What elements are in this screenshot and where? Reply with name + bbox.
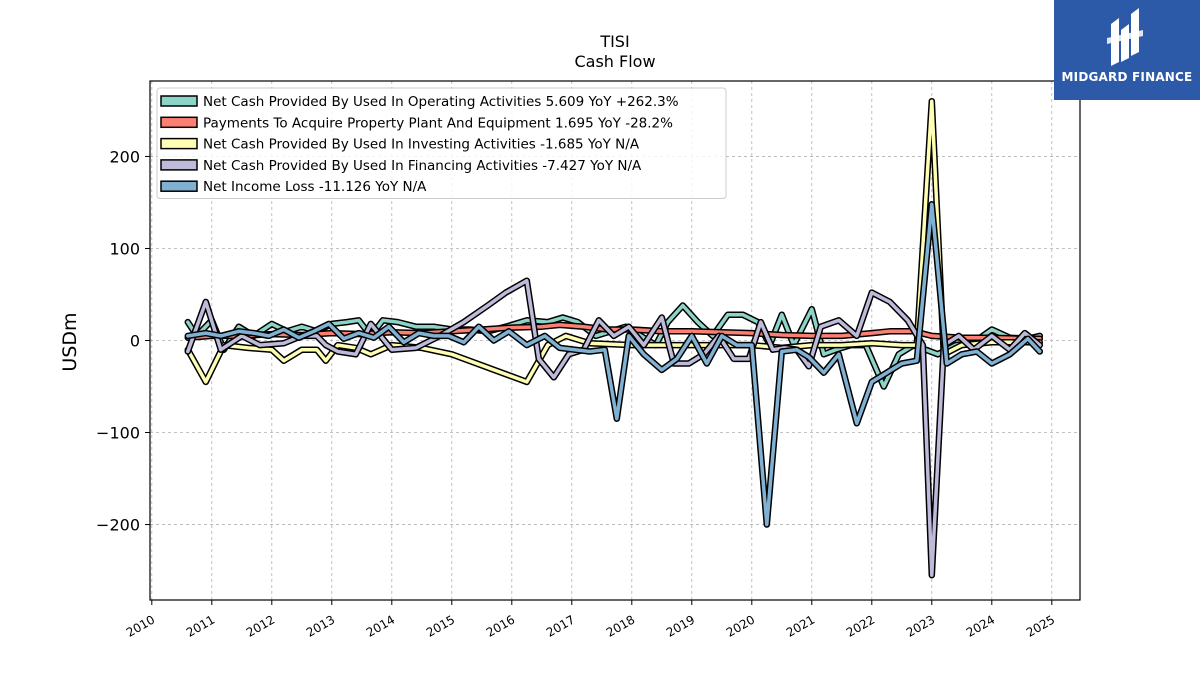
legend-swatch bbox=[160, 95, 198, 107]
legend-swatch bbox=[160, 159, 198, 171]
x-tick-label: 2023 bbox=[904, 612, 937, 639]
legend-label: Net Income Loss -11.126 YoY N/A bbox=[203, 179, 427, 195]
legend-item: Net Cash Provided By Used In Investing A… bbox=[160, 137, 640, 153]
midgard-logo-icon bbox=[1107, 8, 1143, 66]
legend-label: Payments To Acquire Property Plant And E… bbox=[203, 115, 673, 131]
legend-item: Net Income Loss -11.126 YoY N/A bbox=[160, 179, 427, 195]
x-tick-label: 2019 bbox=[664, 612, 697, 639]
series-4 bbox=[184, 201, 1044, 528]
axes: −200 −100 0 100 200 2010 2011 2012 2013 2014 2015 2… bbox=[96, 147, 1057, 639]
x-tick-label: 2021 bbox=[784, 612, 817, 639]
series-outline bbox=[184, 201, 1044, 528]
chart-title: TISI bbox=[599, 32, 629, 51]
x-tick-label: 2022 bbox=[844, 612, 877, 639]
legend-item: Payments To Acquire Property Plant And E… bbox=[160, 115, 673, 131]
legend-swatch bbox=[160, 180, 198, 192]
legend-label: Net Cash Provided By Used In Investing A… bbox=[203, 137, 640, 153]
y-tick-label: −100 bbox=[96, 424, 140, 443]
series-line bbox=[186, 202, 1042, 527]
y-tick-label: 200 bbox=[109, 147, 140, 166]
legend: Net Cash Provided By Used In Operating A… bbox=[156, 87, 727, 199]
x-tick-label: 2011 bbox=[184, 612, 217, 639]
x-tick-label: 2024 bbox=[964, 612, 997, 639]
brand-name: MIDGARD FINANCE bbox=[1061, 70, 1193, 84]
x-tick-label: 2012 bbox=[244, 612, 277, 639]
x-tick-label: 2014 bbox=[364, 612, 397, 639]
x-tick-label: 2018 bbox=[604, 612, 637, 639]
series-line bbox=[186, 278, 1042, 577]
y-axis-label: USDm bbox=[59, 312, 81, 371]
x-tick-label: 2010 bbox=[124, 612, 157, 639]
legend-swatch bbox=[160, 116, 198, 129]
legend-label: Net Cash Provided By Used In Financing A… bbox=[203, 158, 642, 174]
x-tick-label: 2013 bbox=[304, 612, 337, 639]
legend-item: Net Cash Provided By Used In Operating A… bbox=[160, 94, 679, 110]
x-tick-label: 2017 bbox=[544, 612, 577, 639]
y-tick-label: −200 bbox=[96, 516, 140, 535]
legend-box bbox=[156, 87, 727, 199]
y-tick-label: 100 bbox=[109, 239, 140, 258]
y-tick-label: 0 bbox=[130, 332, 140, 351]
x-tick-label: 2025 bbox=[1024, 612, 1057, 639]
brand-logo: MIDGARD FINANCE bbox=[1054, 0, 1200, 100]
legend-label: Net Cash Provided By Used In Operating A… bbox=[203, 94, 679, 110]
chart-subtitle: Cash Flow bbox=[574, 52, 655, 71]
x-tick-label: 2015 bbox=[424, 612, 457, 639]
series-3 bbox=[184, 277, 1044, 579]
series-lines bbox=[184, 97, 1044, 579]
x-tick-label: 2020 bbox=[724, 612, 757, 639]
legend-swatch bbox=[160, 137, 198, 150]
x-tick-label: 2016 bbox=[484, 612, 517, 639]
legend-item: Net Cash Provided By Used In Financing A… bbox=[160, 158, 642, 174]
